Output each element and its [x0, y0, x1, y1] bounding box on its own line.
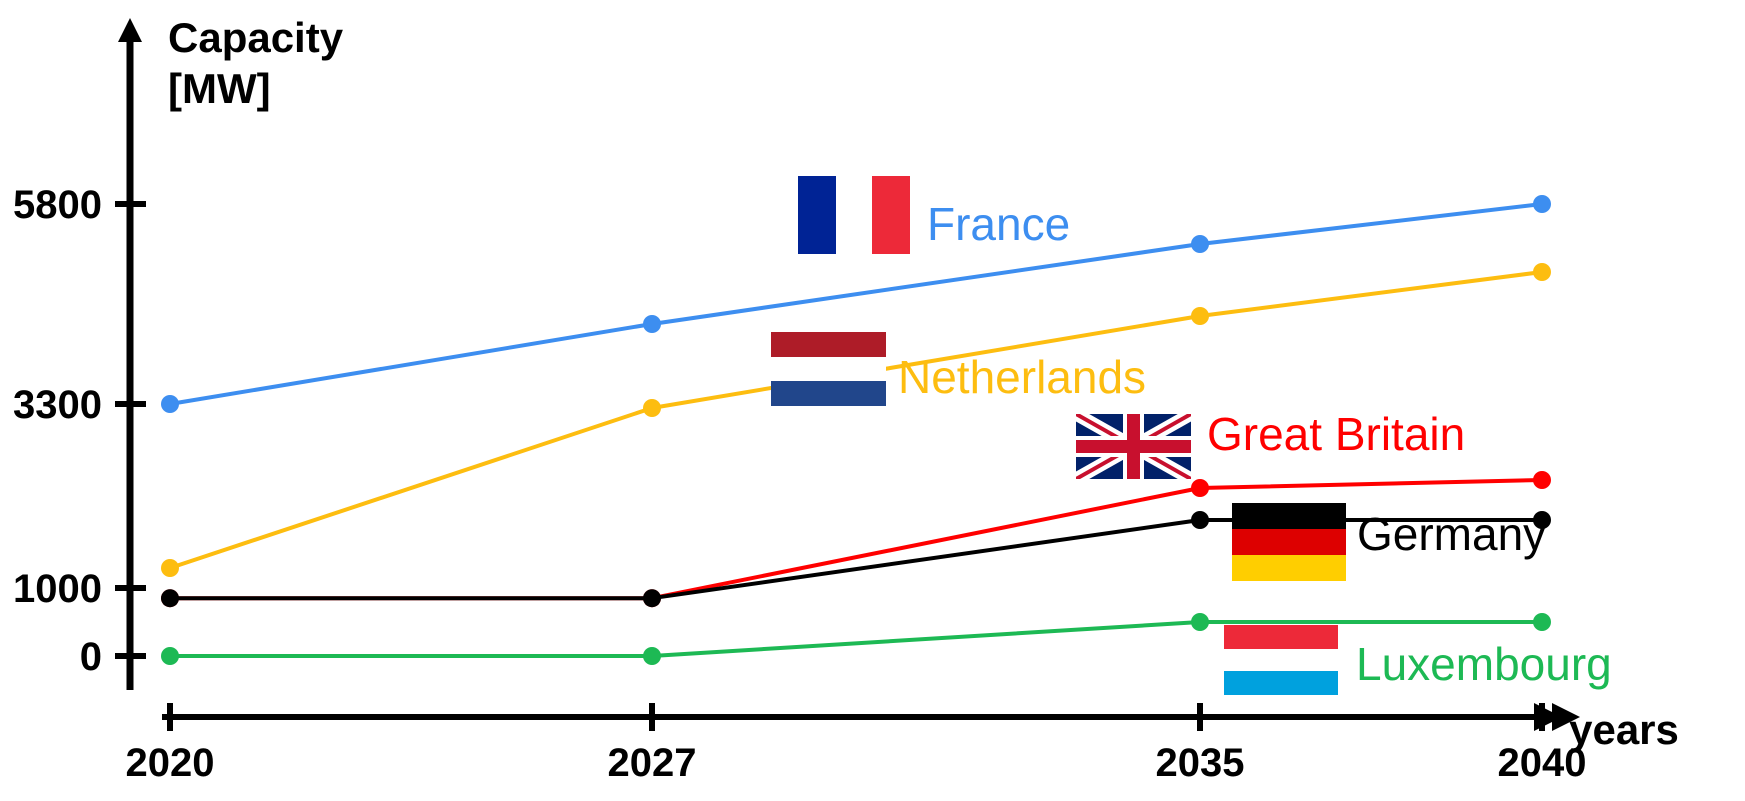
- germany-flag-icon: [1232, 503, 1346, 581]
- x-ticks: 2020 2027 2035 2040: [126, 703, 1587, 785]
- x-axis-arrow-inner: [1552, 703, 1580, 731]
- series-line-netherlands: [169, 270, 1543, 570]
- y-tick-label: 0: [80, 635, 102, 679]
- data-point-france: [161, 395, 179, 413]
- series-line-france: [169, 202, 1543, 406]
- x-tick-label: 2040: [1498, 741, 1587, 785]
- data-point-luxembourg: [1191, 613, 1209, 631]
- y-axis: Capacity [MW] 0 1000 3300 5800: [13, 14, 344, 690]
- france-flag-icon: [798, 176, 910, 254]
- y-axis-arrow: [118, 18, 142, 42]
- y-ticks: 0 1000 3300 5800: [13, 183, 146, 679]
- x-tick-label: 2027: [608, 741, 697, 785]
- data-point-netherlands: [161, 559, 179, 577]
- data-point-great-britain: [1533, 471, 1551, 489]
- data-point-germany: [643, 589, 661, 608]
- series-line-germany: [170, 518, 1542, 601]
- data-point-luxembourg: [161, 647, 179, 665]
- series-label-great-britain: Great Britain: [1207, 408, 1465, 460]
- y-tick-label: 1000: [13, 567, 102, 611]
- y-axis-title-line1: Capacity: [168, 14, 344, 61]
- series-label-luxembourg: Luxembourg: [1356, 638, 1612, 690]
- data-point-france: [643, 315, 661, 333]
- x-tick-label: 2035: [1156, 741, 1245, 785]
- data-point-luxembourg: [1533, 613, 1551, 631]
- series-label-netherlands: Netherlands: [898, 351, 1146, 403]
- data-point-netherlands: [1191, 307, 1209, 325]
- y-axis-title-line2: [MW]: [168, 65, 271, 112]
- data-point-germany: [1191, 511, 1209, 529]
- y-tick-label: 5800: [13, 183, 102, 227]
- data-point-luxembourg: [643, 647, 661, 665]
- series-label-germany: Germany: [1357, 508, 1546, 560]
- x-tick-label: 2020: [126, 741, 215, 785]
- luxembourg-flag-icon: [1224, 625, 1338, 695]
- data-point-netherlands: [643, 399, 661, 417]
- y-tick-label: 3300: [13, 383, 102, 427]
- series-germany: [161, 511, 1551, 608]
- data-point-great-britain: [1191, 479, 1209, 497]
- data-point-germany: [1533, 511, 1551, 529]
- series-label-france: France: [927, 198, 1070, 250]
- data-point-netherlands: [1533, 263, 1551, 281]
- data-point-france: [1533, 195, 1551, 213]
- netherlands-flag-icon: [771, 332, 886, 406]
- x-axis-title: years: [1569, 706, 1679, 753]
- series-france: [161, 195, 1551, 413]
- data-point-france: [1191, 235, 1209, 253]
- data-point-germany: [161, 589, 179, 608]
- series-line-luxembourg: [170, 620, 1542, 658]
- series-group: [161, 195, 1551, 665]
- series-luxembourg: [161, 613, 1551, 665]
- great-britain-flag-icon: [1076, 414, 1191, 479]
- x-axis: years 2020 2027 2035 2040: [126, 703, 1679, 785]
- series-netherlands: [161, 263, 1551, 577]
